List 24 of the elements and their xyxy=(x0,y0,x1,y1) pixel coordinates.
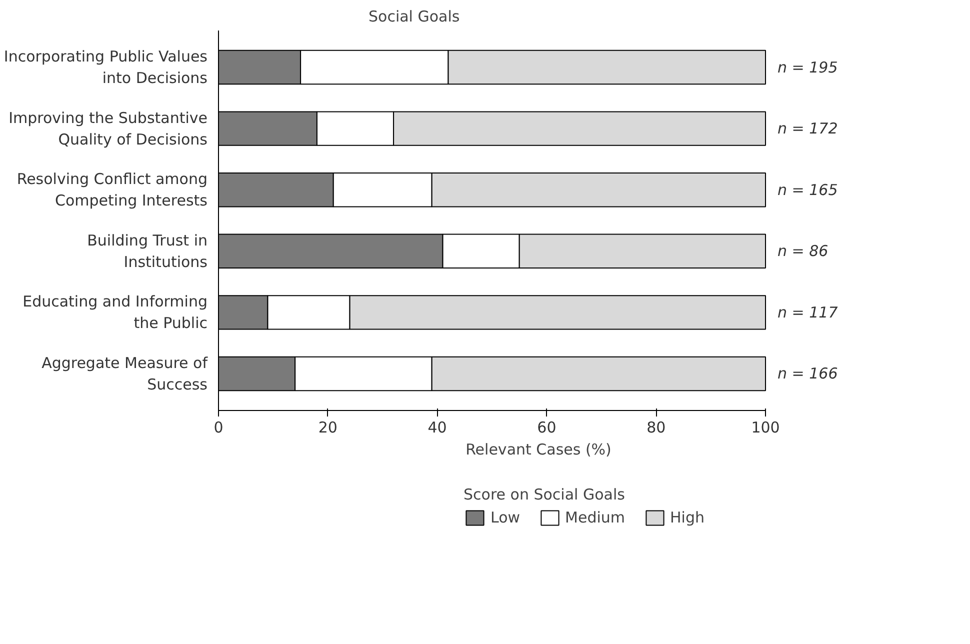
y-tick-label: Improving the Substantive Quality of Decisions xyxy=(8,108,208,148)
legend-label: High xyxy=(670,508,705,526)
x-tick-label: 20 xyxy=(318,418,338,436)
text: n = 165 xyxy=(778,180,838,199)
legend-title: Score on Social Goals xyxy=(463,486,626,504)
y-tick-label: Resolving Conflict among Competing Interests xyxy=(16,170,208,210)
x-tick-label: 100 xyxy=(751,418,780,436)
text: n = 166 xyxy=(778,364,838,383)
y-tick-label: Building Trust in Institutions xyxy=(87,231,208,271)
text: n = 117 xyxy=(778,303,838,322)
x-axis-title: Relevant Cases (%) xyxy=(466,440,612,458)
text: n = 86 xyxy=(778,242,828,260)
text: n = 172 xyxy=(778,120,838,138)
y-tick-label: Educating and Informing the Public xyxy=(22,292,208,332)
legend-label: Low xyxy=(490,508,520,526)
legend-label: Medium xyxy=(565,508,626,526)
text: n = 195 xyxy=(778,58,838,76)
x-tick-label: 0 xyxy=(214,418,224,436)
x-tick-label: 40 xyxy=(428,418,447,436)
y-tick-label: Incorporating Public Values into Decisions xyxy=(4,47,208,88)
x-tick-label: 80 xyxy=(646,418,666,436)
y-axis-title: Social Goals xyxy=(368,8,460,26)
y-tick-label: Aggregate Measure of Success xyxy=(42,354,208,394)
x-tick-label: 60 xyxy=(537,418,556,436)
